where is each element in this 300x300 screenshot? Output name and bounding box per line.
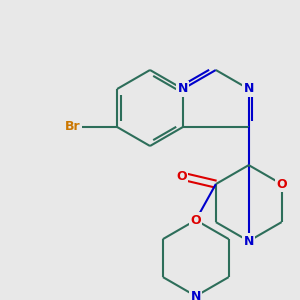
Text: N: N: [190, 290, 201, 300]
Text: O: O: [276, 178, 287, 190]
Text: O: O: [176, 169, 187, 183]
Text: Br: Br: [65, 121, 81, 134]
Text: N: N: [244, 235, 254, 248]
Text: N: N: [244, 82, 254, 95]
Text: O: O: [190, 214, 201, 226]
Text: N: N: [178, 82, 188, 95]
